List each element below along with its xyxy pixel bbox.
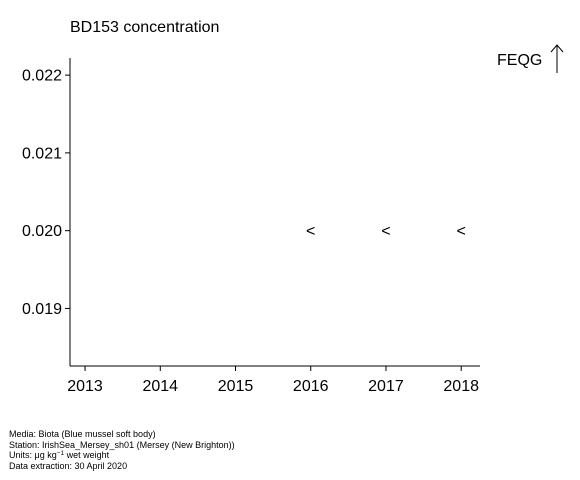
- y-tick-label: 0.022: [22, 68, 62, 85]
- x-tick-label: 2018: [443, 378, 479, 395]
- x-tick-label: 2013: [67, 378, 103, 395]
- footer-units-prefix: Units: μg kg: [9, 450, 57, 460]
- x-tick-label: 2017: [368, 378, 404, 395]
- footer-units-suffix: wet weight: [64, 450, 110, 460]
- chart-title: BD153 concentration: [70, 19, 220, 36]
- y-tick-label: 0.021: [22, 145, 62, 162]
- footer-station: Station: IrishSea_Mersey_sh01 (Mersey (N…: [9, 439, 235, 450]
- y-axis-ticks: 0.019 0.020 0.021 0.022: [22, 68, 70, 318]
- x-tick-label: 2014: [142, 378, 178, 395]
- data-point-marker: <: [381, 223, 390, 240]
- feqg-label: FEQG: [497, 52, 543, 69]
- up-arrow-icon: [550, 44, 564, 73]
- footer-units: Units: μg kg−1 wet weight: [9, 450, 235, 461]
- footer-media: Media: Biota (Blue mussel soft body): [9, 429, 156, 439]
- x-tick-label: 2016: [293, 378, 329, 395]
- y-tick-label: 0.020: [22, 223, 62, 240]
- x-axis-ticks: 2013 2014 2015 2016 2017 2018: [67, 366, 479, 395]
- y-tick-label: 0.019: [22, 301, 62, 318]
- footer-extraction: Data extraction: 30 April 2020: [9, 460, 128, 471]
- data-points: < < <: [306, 223, 466, 240]
- data-point-marker: <: [457, 223, 466, 240]
- footer-units-exponent: −1: [56, 450, 65, 457]
- chart-footer: Media: Biota (Blue mussel soft body) Sta…: [9, 429, 235, 471]
- data-point-marker: <: [306, 223, 315, 240]
- x-tick-label: 2015: [218, 378, 254, 395]
